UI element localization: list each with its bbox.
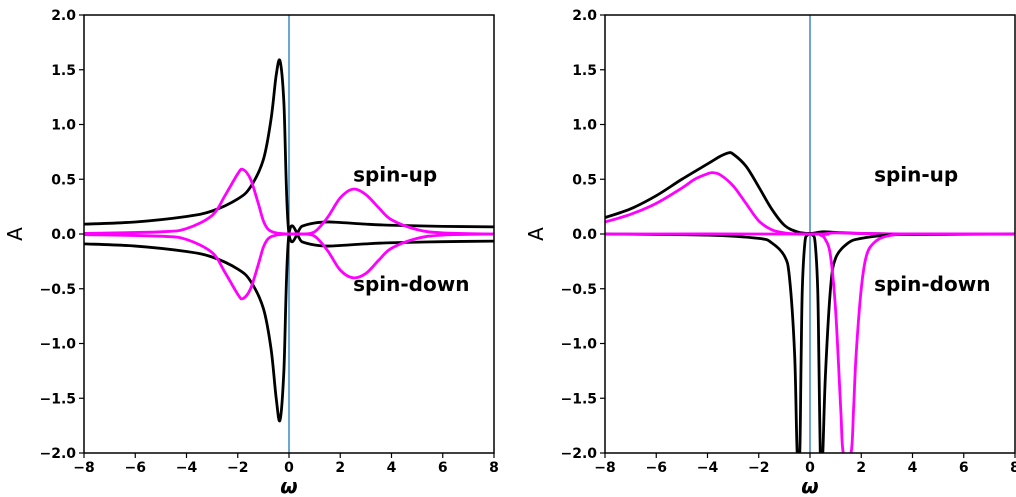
y-tick-label: 0.0 <box>572 227 597 243</box>
y-tick-label: 1.0 <box>572 118 597 134</box>
x-tick-label: −6 <box>646 460 667 476</box>
x-tick-label: 8 <box>1010 460 1016 476</box>
right-panel: −8 −6 −4 −2 0 2 4 6 8 2.0 1.5 1.0 0.5 0.0 −0.5 −1.0 −1.5… <box>524 8 1016 497</box>
y-tick-label: −1.5 <box>39 391 76 407</box>
plot-area <box>605 15 1015 453</box>
annotation-spin-up: spin-up <box>874 162 958 186</box>
y-tick-label: 0.0 <box>51 227 76 243</box>
y-axis-label: A <box>3 227 27 241</box>
y-tick-label: −1.5 <box>560 391 597 407</box>
y-tick-label: −1.0 <box>39 337 76 353</box>
y-tick-label: 0.5 <box>572 172 597 188</box>
x-tick-label: −2 <box>227 460 248 476</box>
plot-area <box>84 15 494 453</box>
y-tick-label: −0.5 <box>39 282 76 298</box>
x-tick-label: −4 <box>697 460 719 476</box>
x-tick-label: 6 <box>959 460 969 476</box>
x-tick-label: 6 <box>438 460 448 476</box>
y-tick-label: 2.0 <box>572 8 597 24</box>
x-tick-label: 4 <box>908 460 918 476</box>
x-tick-label: −4 <box>176 460 198 476</box>
x-tick-label: 0 <box>284 460 294 476</box>
x-tick-label: 2 <box>856 460 866 476</box>
x-axis-label: ω <box>280 474 297 497</box>
series-line-1 <box>605 171 1015 236</box>
y-tick-label: 2.0 <box>51 8 76 24</box>
x-tick-label: −2 <box>748 460 769 476</box>
left-panel: −8 −6 −4 −2 0 2 4 6 8 2.0 1.5 1.0 0.5 0.0 −0.5 −1.0 −1.5… <box>3 8 499 497</box>
x-tick-label: −8 <box>594 460 615 476</box>
annotation-spin-down: spin-down <box>353 272 469 296</box>
annotation-spin-down: spin-down <box>874 272 990 296</box>
x-tick-label: 2 <box>335 460 345 476</box>
y-tick-label: −0.5 <box>560 282 597 298</box>
series-line-3 <box>605 232 1015 453</box>
y-axis-label: A <box>524 227 548 241</box>
y-tick-label: 1.5 <box>572 63 597 79</box>
annotation-spin-up: spin-up <box>353 162 437 186</box>
x-axis-label: ω <box>801 474 818 497</box>
y-tick-label: 1.5 <box>51 63 76 79</box>
x-tick-label: −8 <box>73 460 94 476</box>
y-tick-label: 1.0 <box>51 118 76 134</box>
y-tick-label: −2.0 <box>560 446 597 462</box>
x-tick-label: 4 <box>387 460 397 476</box>
y-tick-label: −2.0 <box>39 446 76 462</box>
y-tick-label: 0.5 <box>51 172 76 188</box>
x-tick-label: −6 <box>125 460 146 476</box>
x-tick-label: 8 <box>489 460 499 476</box>
y-tick-label: −1.0 <box>560 337 597 353</box>
x-tick-label: 0 <box>805 460 815 476</box>
series-line-3 <box>84 232 494 301</box>
